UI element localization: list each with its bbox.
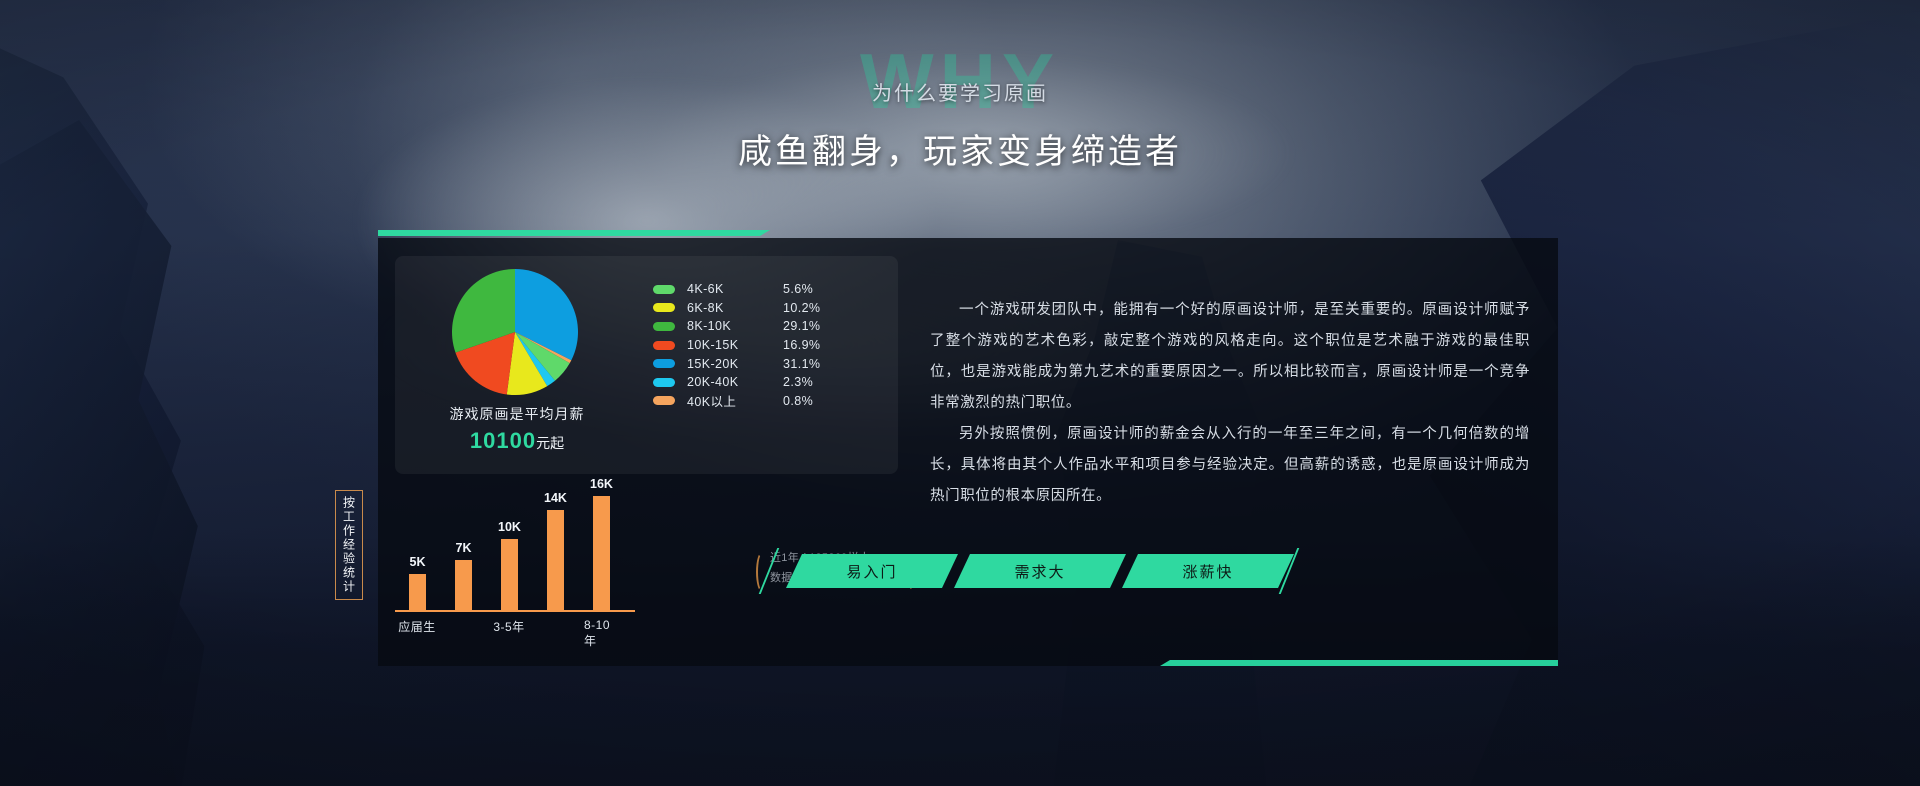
legend-row: 15K-20K 31.1% [653, 354, 883, 373]
legend-label: 20K-40K [687, 375, 739, 390]
legend-label: 40K以上 [687, 395, 737, 410]
bar-item: 14K [544, 491, 567, 610]
legend-label: 15K-20K [687, 356, 739, 371]
legend-color-swatch [653, 359, 675, 369]
legend-color-swatch [653, 321, 675, 331]
tag-bar: 易入门 需求大 涨薪快 [758, 548, 1318, 594]
legend-color-swatch [653, 340, 675, 350]
legend-percent: 5.6% [783, 282, 814, 297]
legend-label: 8K-10K [687, 319, 732, 334]
pie-svg [452, 269, 578, 395]
bar-value-label: 10K [498, 520, 521, 534]
pie-slice [515, 332, 572, 364]
pie-amount: 10100元起 [395, 428, 639, 454]
pie-slice [455, 332, 515, 395]
bar-value-label: 5K [409, 555, 426, 569]
legend-row: 6K-8K 10.2% [653, 299, 883, 318]
page-header: WHY 为什么要学习原画 咸鱼翻身，玩家变身缔造者 [0, 42, 1920, 173]
bar-x-label: 8-10年 [584, 618, 611, 648]
legend-percent: 2.3% [783, 375, 814, 390]
pie-amount-unit: 元起 [536, 435, 565, 451]
legend-percent: 0.8% [783, 393, 814, 408]
legend-label: 4K-6K [687, 282, 724, 297]
legend-row: 40K以上 0.8% [653, 392, 883, 411]
bar-rect [409, 574, 426, 610]
pie-caption: 游戏原画是平均月薪 [449, 406, 585, 422]
legend-color-swatch [653, 284, 675, 294]
bar-section-badge: 按工作经验统计 [335, 490, 363, 600]
legend-label: 10K-15K [687, 338, 739, 353]
bar-rect [593, 496, 610, 610]
bar-rect [455, 560, 472, 610]
watermark-text: WHY [860, 37, 1060, 125]
legend-color-swatch [653, 396, 675, 406]
paragraph: 另外按照惯例，原画设计师的薪金会从入行的一年至三年之间，有一个几何倍数的增长，具… [930, 426, 1530, 504]
legend-color-swatch [653, 303, 675, 313]
legend-percent: 31.1% [783, 356, 821, 371]
accent-bar-bottom [1160, 660, 1558, 666]
legend-color-swatch [653, 377, 675, 387]
bar-x-label: 3-5年 [493, 620, 525, 634]
legend-percent: 16.9% [783, 338, 821, 353]
header-subtitle: 为什么要学习原画 [872, 83, 1048, 105]
bar-value-label: 16K [590, 477, 613, 491]
bar-x-label: 应届生 [398, 620, 436, 634]
bar-axis-line [395, 610, 635, 612]
bar-rect [547, 510, 564, 610]
bar-item: 16K [590, 477, 613, 610]
bracket-left-icon [756, 552, 768, 592]
legend-percent: 10.2% [783, 300, 821, 315]
legend-row: 10K-15K 16.9% [653, 336, 883, 355]
bar-item: 10K [498, 520, 521, 610]
tag-high-demand[interactable]: 需求大 [954, 554, 1126, 588]
pie-slice [452, 269, 515, 353]
salary-pie-card: 游戏原画是平均月薪 10100元起 4K-6K 5.6% 6K-8K 10.2% 8K-… [395, 256, 898, 474]
accent-bar-top [378, 230, 770, 236]
page-title: 咸鱼翻身，玩家变身缔造者 [738, 133, 1182, 171]
legend-row: 8K-10K 29.1% [653, 317, 883, 336]
pie-slice [515, 269, 578, 361]
experience-bar-section: 按工作经验统计 5K 7K 10K 14K 16K 应届生 3-5年 8-10年 [335, 477, 725, 648]
pie-amount-number: 10100 [469, 428, 537, 453]
article-body: 一个游戏研发团队中，能拥有一个好的原画设计师，是至关重要的。原画设计师赋予了整个… [930, 295, 1530, 512]
pie-slice [515, 332, 555, 387]
pie-chart [451, 268, 579, 396]
paragraph: 一个游戏研发团队中，能拥有一个好的原画设计师，是至关重要的。原画设计师赋予了整个… [930, 302, 1530, 411]
tag-easy-entry[interactable]: 易入门 [786, 554, 958, 588]
legend-label: 6K-8K [687, 300, 724, 315]
pie-slice [515, 332, 570, 381]
tag-fast-raise[interactable]: 涨薪快 [1122, 554, 1294, 588]
pie-legend: 4K-6K 5.6% 6K-8K 10.2% 8K-10K 29.1% 10K-15K 16.… [653, 280, 883, 410]
bar-value-label: 14K [544, 491, 567, 505]
bar-rect [501, 539, 518, 610]
feature-tags: 易入门 需求大 涨薪快 [758, 548, 1318, 598]
legend-row: 20K-40K 2.3% [653, 373, 883, 392]
bar-item: 5K [409, 555, 426, 610]
bar-value-label: 7K [455, 541, 472, 555]
legend-percent: 29.1% [783, 319, 821, 334]
bar-item: 7K [455, 541, 472, 610]
bar-chart: 5K 7K 10K 14K 16K [395, 477, 635, 610]
pie-slice [506, 332, 548, 395]
content-panel [378, 238, 1558, 666]
legend-row: 4K-6K 5.6% [653, 280, 883, 299]
bar-x-axis-labels: 应届生 3-5年 8-10年 [395, 618, 635, 648]
